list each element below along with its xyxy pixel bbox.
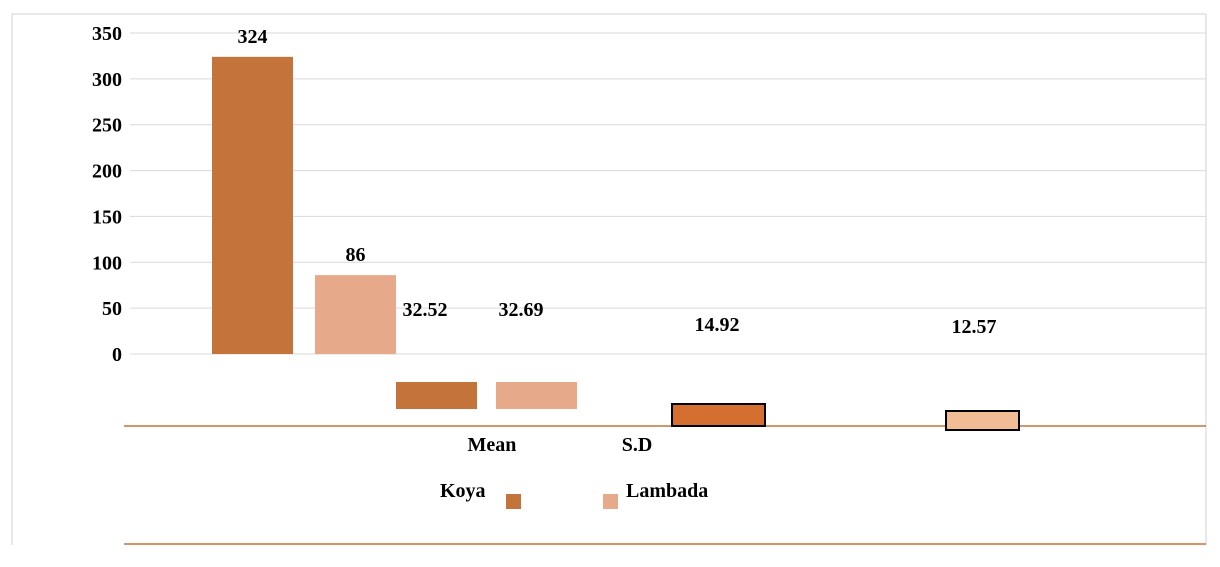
data-label: 14.92 (695, 314, 740, 336)
y-tick-label: 0 (112, 344, 122, 366)
data-label: 86 (346, 244, 366, 266)
data-label: 32.69 (499, 299, 544, 321)
y-tick-label: 150 (92, 206, 122, 228)
y-tick-label: 250 (92, 115, 122, 137)
legend-label: Koya (440, 480, 486, 502)
y-tick-label: 350 (92, 23, 122, 45)
y-tick-label: 200 (92, 161, 122, 183)
bar-koya (212, 56, 293, 355)
category-label: Mean (468, 434, 517, 456)
sd-bar-lambada (945, 410, 1020, 431)
data-label: 32.52 (403, 299, 448, 321)
category-label: S.D (622, 434, 653, 456)
data-label: 12.57 (952, 316, 997, 338)
y-tick-label: 300 (92, 69, 122, 91)
bar-lambada (315, 275, 396, 354)
data-label: 324 (238, 26, 268, 48)
mean-bar-koya (396, 382, 477, 409)
sd-bar-koya (671, 403, 766, 427)
legend-label: Lambada (626, 480, 708, 502)
y-tick-label: 100 (92, 252, 122, 274)
legend-swatch-lambada (603, 494, 618, 509)
legend-swatch-koya (506, 494, 521, 509)
y-tick-label: 50 (102, 298, 122, 320)
mean-bar-lambada (496, 382, 577, 409)
